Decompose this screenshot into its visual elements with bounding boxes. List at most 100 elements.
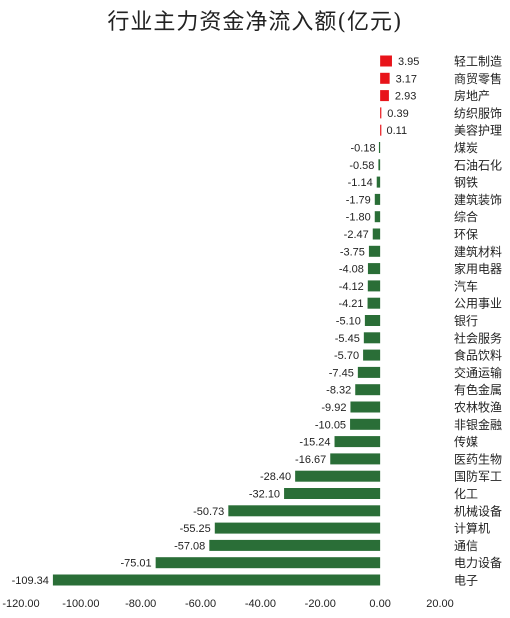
bar: [372, 228, 381, 240]
category-label: 有色金属: [454, 382, 502, 397]
data-label: -4.08: [339, 264, 364, 276]
category-labels-group: 轻工制造商贸零售房地产纺织服饰美容护理煤炭石油石化钢铁建筑装饰综合环保建筑材料家…: [454, 55, 502, 588]
data-label: -1.79: [346, 194, 371, 206]
bars-group: [52, 55, 392, 586]
category-label: 纺织服饰: [454, 106, 502, 120]
data-label: -55.25: [180, 523, 211, 535]
data-label: -10.05: [315, 419, 346, 431]
bar: [334, 436, 381, 448]
bar: [355, 384, 381, 396]
data-label: -50.73: [193, 506, 224, 518]
x-tick-label: -40.00: [245, 598, 276, 610]
category-label: 计算机: [454, 521, 490, 536]
bar: [380, 107, 382, 119]
bar: [350, 418, 381, 430]
category-label: 通信: [454, 539, 478, 553]
data-label: -7.45: [329, 367, 354, 379]
category-label: 传媒: [454, 434, 478, 449]
data-label: 3.95: [398, 56, 419, 68]
bar: [52, 574, 381, 586]
category-label: 交通运输: [454, 365, 502, 380]
data-label: 2.93: [395, 91, 416, 103]
bar: [364, 315, 381, 326]
bar: [350, 401, 381, 413]
category-label: 银行: [454, 314, 478, 328]
category-label: 建筑装饰: [454, 192, 502, 207]
data-label: -3.75: [340, 246, 365, 258]
category-label: 机械设备: [454, 503, 502, 518]
chart-title: 行业主力资金净流入额(亿元): [107, 10, 403, 35]
bar: [214, 522, 381, 534]
category-label: 食品饮料: [454, 348, 502, 363]
x-tick-label: -60.00: [185, 598, 216, 610]
category-label: 家用电器: [454, 261, 502, 276]
x-tick-label: 0.00: [369, 598, 390, 610]
data-label: -0.18: [351, 143, 376, 155]
x-tick-label: -120.00: [2, 598, 39, 610]
bar: [378, 142, 381, 153]
data-label: -75.01: [120, 558, 151, 570]
data-label: -5.10: [336, 316, 361, 328]
bar: [357, 366, 381, 378]
bar: [374, 193, 381, 205]
bar: [374, 211, 381, 223]
bar: [367, 280, 381, 292]
bar: [209, 539, 381, 551]
bar: [367, 263, 381, 275]
category-label: 环保: [454, 228, 478, 242]
x-axis-ticks-group: -120.00 -100.00 -80.00 -60.00 -40.00 -20.00 0.…: [2, 598, 453, 610]
category-label: 房地产: [454, 88, 490, 103]
bar: [376, 176, 381, 188]
data-label: -2.47: [344, 229, 369, 241]
data-label: -57.08: [174, 540, 205, 552]
data-labels-group: 3.95 3.17 2.93 0.39 0.11 -0.18 -0.58 -1.14 -1.79…: [12, 56, 420, 587]
category-label: 社会服务: [454, 330, 502, 345]
category-label: 商贸零售: [454, 71, 502, 86]
category-label: 建筑材料: [454, 244, 502, 259]
category-label: 农林牧渔: [454, 401, 502, 415]
category-label: 医药生物: [454, 452, 502, 466]
data-label: -109.34: [12, 575, 49, 587]
bar: [330, 453, 381, 465]
bar: [228, 505, 381, 517]
data-label: 3.17: [396, 73, 417, 85]
bar: [367, 297, 381, 309]
bar: [368, 245, 381, 257]
category-label: 钢铁: [454, 176, 478, 190]
data-label: -5.45: [335, 333, 360, 345]
data-label: -4.12: [339, 281, 364, 293]
data-label: -8.32: [326, 385, 351, 397]
data-label: -5.70: [334, 350, 359, 362]
category-label: 美容护理: [454, 123, 502, 138]
data-label: 0.39: [387, 108, 408, 120]
bar: [380, 72, 390, 84]
x-tick-label: -20.00: [305, 598, 336, 610]
bar: [295, 470, 381, 482]
category-label: 轻工制造: [454, 55, 502, 69]
category-label: 国防军工: [454, 469, 502, 484]
data-label: -15.24: [299, 437, 330, 449]
bar: [363, 349, 381, 361]
data-label: -16.67: [295, 454, 326, 466]
data-label: -1.14: [348, 177, 373, 189]
bar: [284, 488, 381, 499]
category-label: 电力设备: [454, 556, 502, 570]
data-label: -4.21: [338, 298, 363, 310]
x-tick-label: -80.00: [125, 598, 156, 610]
bar: [155, 557, 381, 569]
data-label: -1.80: [346, 212, 371, 224]
bar: [380, 90, 389, 102]
bar: [380, 124, 382, 136]
data-label: -32.10: [249, 489, 280, 501]
category-label: 电子: [454, 574, 478, 588]
data-label: -0.58: [349, 160, 374, 172]
category-label: 综合: [454, 209, 478, 224]
category-label: 汽车: [454, 278, 478, 293]
data-label: 0.11: [386, 125, 407, 137]
data-label: -9.92: [321, 402, 346, 414]
category-label: 公用事业: [454, 297, 502, 311]
category-label: 石油石化: [454, 158, 502, 172]
category-label: 非银金融: [454, 417, 502, 432]
data-label: -28.40: [260, 471, 291, 483]
